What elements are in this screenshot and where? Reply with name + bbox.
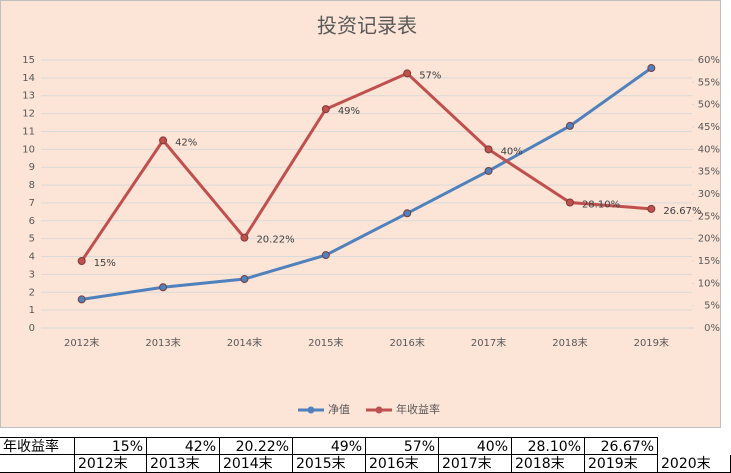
table-cell: 2016末 [366, 455, 439, 473]
series-line [80, 71, 652, 262]
y-tick-label: 6 [29, 216, 35, 227]
y-tick-label: 13 [22, 91, 35, 102]
chart-title: 投资记录表 [317, 14, 417, 38]
y2-tick-label: 0% [704, 323, 720, 334]
table-cell: 49% [293, 437, 366, 455]
value-label: 40% [501, 146, 523, 157]
table-cell: 42% [147, 437, 220, 455]
value-label: 20.22% [256, 235, 294, 246]
legend-label: 净值 [328, 402, 350, 416]
table-cell: 28.10% [512, 437, 585, 455]
y2-tick-label: 25% [698, 211, 720, 222]
table-cell: 2015末 [293, 455, 366, 473]
y2-tick-label: 45% [698, 122, 720, 133]
y2-tick-label: 15% [698, 256, 720, 267]
x-tick-label: 2014末 [227, 336, 262, 349]
x-tick-label: 2015末 [308, 336, 343, 349]
y2-tick-label: 35% [698, 167, 720, 178]
point [321, 251, 330, 260]
y-tick-label: 8 [29, 180, 35, 191]
y-tick-label: 5 [29, 234, 35, 245]
y2-tick-label: 30% [698, 189, 720, 200]
y-tick-label: 3 [29, 269, 35, 280]
value-label: 26.67% [663, 206, 701, 217]
y2-tick-label: 5% [704, 301, 720, 312]
table-cell: 2012末 [75, 455, 147, 473]
legend-marker [375, 406, 383, 414]
legend-marker [307, 406, 315, 414]
point [565, 198, 574, 207]
y-tick-label: 0 [29, 323, 35, 334]
y-tick-label: 7 [29, 198, 35, 209]
table-cell: 2014末 [220, 455, 293, 473]
point [159, 136, 168, 145]
legend-label: 年收益率 [396, 402, 440, 416]
table-cell: 2013末 [147, 455, 220, 473]
value-label: 42% [175, 137, 197, 148]
table-cell [0, 455, 75, 473]
table-cell: 57% [366, 437, 439, 455]
value-label: 28.10% [582, 199, 620, 210]
table-cell: 2018末 [512, 455, 585, 473]
x-tick-label: 2016末 [389, 336, 424, 349]
x-tick-label: 2018末 [552, 336, 587, 349]
point [77, 295, 86, 304]
y-tick-label: 1 [29, 305, 35, 316]
point [77, 257, 86, 265]
y2-tick-label: 55% [698, 77, 720, 88]
point [647, 204, 656, 213]
table-cell: 2017末 [439, 455, 512, 473]
y2-tick-label: 40% [698, 144, 720, 155]
table-cell: 40% [439, 437, 512, 455]
table-cell: 20.22% [220, 437, 293, 455]
x-tick-label: 2017末 [471, 336, 506, 349]
y-tick-label: 14 [22, 73, 35, 84]
x-tick-label: 2012末 [64, 336, 99, 349]
chart: 投资记录表 01234567891011121314150%5%10%15%20… [0, 0, 721, 428]
y-tick-label: 10 [22, 144, 35, 155]
point [240, 233, 249, 242]
x-tick-label: 2013末 [145, 336, 180, 349]
y-tick-label: 4 [29, 252, 35, 263]
y-tick-label: 9 [29, 162, 35, 173]
point [484, 166, 493, 175]
y2-tick-label: 50% [698, 100, 720, 111]
point [403, 69, 412, 78]
table-cell: 年收益率 [0, 437, 75, 455]
x-tick-label: 2019末 [634, 336, 669, 349]
point [403, 209, 412, 218]
value-label: 15% [94, 258, 116, 269]
point [159, 283, 168, 292]
table-cell: 26.67% [585, 437, 658, 455]
y-tick-label: 15 [22, 55, 35, 66]
chart-area [0, 0, 721, 428]
y-tick-label: 11 [22, 126, 35, 137]
point [321, 105, 330, 114]
table-cell: 2020末 [658, 455, 731, 473]
series-line [81, 66, 653, 301]
table-cell: 2019末 [585, 455, 658, 473]
y2-tick-label: 10% [698, 278, 720, 289]
table-cell: 15% [75, 437, 147, 455]
point [240, 275, 249, 284]
y2-tick-label: 60% [698, 55, 720, 66]
point [565, 121, 574, 130]
point [484, 145, 493, 154]
point [647, 64, 656, 73]
y-tick-label: 12 [22, 109, 35, 120]
value-label: 49% [338, 106, 360, 117]
y2-tick-label: 20% [698, 234, 720, 245]
y-tick-label: 2 [29, 287, 35, 298]
value-label: 57% [419, 70, 441, 81]
